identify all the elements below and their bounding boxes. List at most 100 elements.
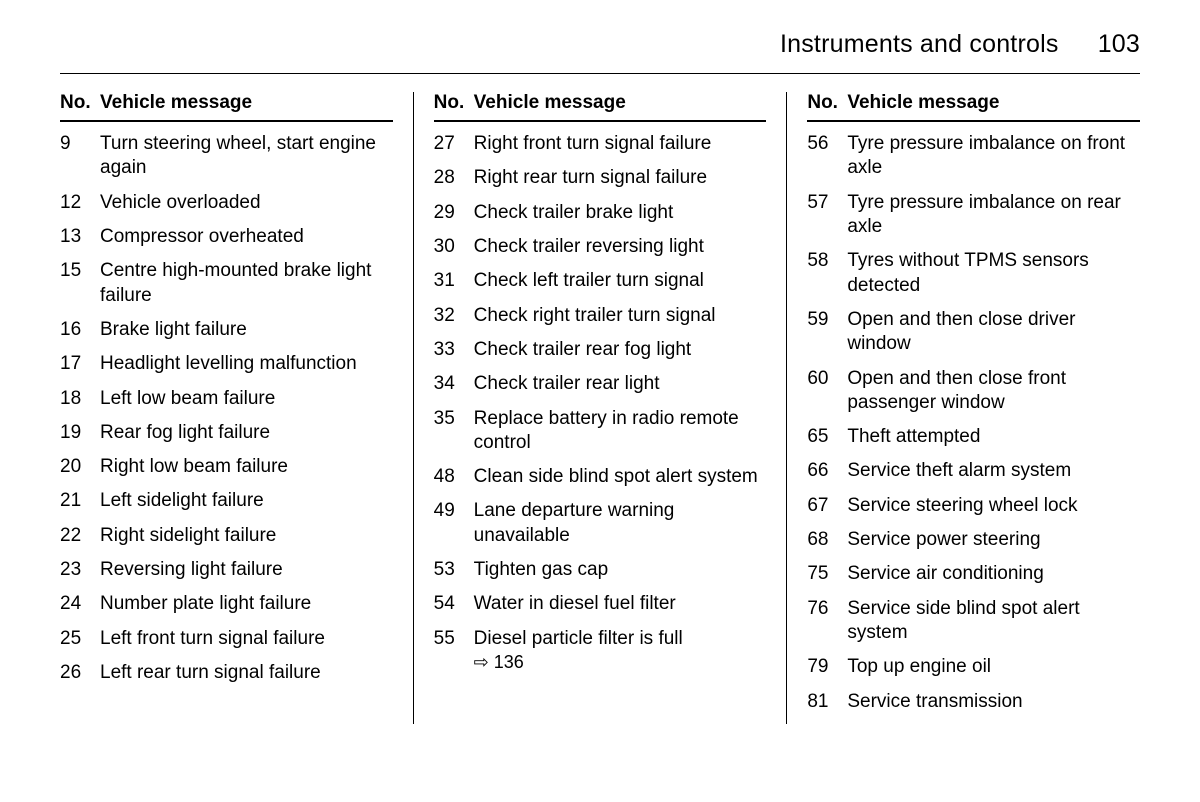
cell-no: 34 — [434, 372, 474, 396]
column-1: No. Vehicle message 9Turn steering wheel… — [60, 92, 413, 724]
table-row: 49Lane departure warning unavailable — [434, 499, 767, 548]
cell-message: Left rear turn signal failure — [100, 661, 393, 685]
cell-message: Headlight levelling malfunction — [100, 352, 393, 376]
table-row: 76Service side blind spot alert system — [807, 597, 1140, 646]
cell-no: 75 — [807, 562, 847, 586]
table-row: 26Left rear turn signal failure — [60, 661, 393, 685]
table-row: 23Reversing light failure — [60, 558, 393, 582]
cell-no: 24 — [60, 592, 100, 616]
cell-no: 57 — [807, 191, 847, 240]
rows-container-3: 56Tyre pressure imbalance on front axle5… — [807, 132, 1140, 714]
cell-no: 31 — [434, 269, 474, 293]
cell-message: Check trailer reversing light — [474, 235, 767, 259]
cell-no: 20 — [60, 455, 100, 479]
cell-no: 55 — [434, 627, 474, 676]
table-row: 54Water in diesel fuel filter — [434, 592, 767, 616]
table-row: 24Number plate light failure — [60, 592, 393, 616]
cell-message: Compressor overheated — [100, 225, 393, 249]
column-3: No. Vehicle message 56Tyre pressure imba… — [787, 92, 1140, 724]
cell-message: Check trailer rear fog light — [474, 338, 767, 362]
table-row: 19Rear fog light failure — [60, 421, 393, 445]
cell-message: Reversing light failure — [100, 558, 393, 582]
cell-message: Turn steering wheel, start engine again — [100, 132, 393, 181]
table-row: 18Left low beam failure — [60, 387, 393, 411]
cell-message: Centre high-mounted brake light failure — [100, 259, 393, 308]
cell-message: Number plate light failure — [100, 592, 393, 616]
table-row: 65Theft attempted — [807, 425, 1140, 449]
cell-message: Check trailer rear light — [474, 372, 767, 396]
cell-no: 27 — [434, 132, 474, 156]
table-header: No. Vehicle message — [434, 92, 767, 122]
table-row: 12Vehicle overloaded — [60, 191, 393, 215]
cell-no: 23 — [60, 558, 100, 582]
table-row: 57Tyre pressure imbalance on rear axle — [807, 191, 1140, 240]
cell-message: Check right trailer turn signal — [474, 304, 767, 328]
table-row: 53Tighten gas cap — [434, 558, 767, 582]
rows-container-2: 27Right front turn signal failure 28Right… — [434, 132, 767, 675]
cell-no: 33 — [434, 338, 474, 362]
table-header: No. Vehicle message — [60, 92, 393, 122]
cell-no: 67 — [807, 494, 847, 518]
cell-message: Left low beam failure — [100, 387, 393, 411]
table-row: 48Clean side blind spot alert system — [434, 465, 767, 489]
cell-no: 26 — [60, 661, 100, 685]
table-header: No. Vehicle message — [807, 92, 1140, 122]
header-no: No. — [60, 92, 100, 114]
cell-no: 25 — [60, 627, 100, 651]
table-row: 35Replace battery in radio remote contro… — [434, 407, 767, 456]
cell-no: 59 — [807, 308, 847, 357]
table-row: 32Check right trailer turn signal — [434, 304, 767, 328]
table-row: 22Right sidelight failure — [60, 524, 393, 548]
table-row: 21Left sidelight failure — [60, 489, 393, 513]
cell-message: Lane departure warning unavailable — [474, 499, 767, 548]
cell-no: 15 — [60, 259, 100, 308]
page-header: Instruments and controls 103 — [60, 30, 1140, 59]
table-row: 15Centre high-mounted brake light failur… — [60, 259, 393, 308]
header-msg: Vehicle message — [474, 92, 767, 114]
cell-no: 68 — [807, 528, 847, 552]
cell-message: Service transmission — [847, 690, 1140, 714]
cell-message: Tyre pressure imbalance on rear axle — [847, 191, 1140, 240]
table-row: 27Right front turn signal failure — [434, 132, 767, 156]
cell-message: Open and then close front passenger wind… — [847, 367, 1140, 416]
cell-message: Theft attempted — [847, 425, 1140, 449]
table-row: 59Open and then close driver window — [807, 308, 1140, 357]
cell-message: Service steering wheel lock — [847, 494, 1140, 518]
column-2: No. Vehicle message 27Right front turn s… — [414, 92, 787, 724]
cell-no: 28 — [434, 166, 474, 190]
table-row: 34Check trailer rear light — [434, 372, 767, 396]
table-row: 31Check left trailer turn signal — [434, 269, 767, 293]
cell-message: Brake light failure — [100, 318, 393, 342]
cell-no: 54 — [434, 592, 474, 616]
cell-message: Open and then close driver window — [847, 308, 1140, 357]
cell-message: Check left trailer turn signal — [474, 269, 767, 293]
table-row: 60Open and then close front passenger wi… — [807, 367, 1140, 416]
table-row: 58Tyres without TPMS sensors detected — [807, 249, 1140, 298]
cell-message: Check trailer brake light — [474, 201, 767, 225]
cell-no: 79 — [807, 655, 847, 679]
cell-message: Replace battery in radio remote control — [474, 407, 767, 456]
cell-no: 21 — [60, 489, 100, 513]
cell-message: Clean side blind spot alert system — [474, 465, 767, 489]
cell-no: 12 — [60, 191, 100, 215]
cell-message: Left front turn signal failure — [100, 627, 393, 651]
cell-no: 18 — [60, 387, 100, 411]
cell-no: 76 — [807, 597, 847, 646]
cell-no: 58 — [807, 249, 847, 298]
cell-no: 35 — [434, 407, 474, 456]
cell-message: Tighten gas cap — [474, 558, 767, 582]
table-row: 9Turn steering wheel, start engine again — [60, 132, 393, 181]
table-row: 79Top up engine oil — [807, 655, 1140, 679]
cell-message: Service air conditioning — [847, 562, 1140, 586]
cell-message: Service theft alarm system — [847, 459, 1140, 483]
cell-no: 16 — [60, 318, 100, 342]
table-row: 67Service steering wheel lock — [807, 494, 1140, 518]
cell-message: Service side blind spot alert system — [847, 597, 1140, 646]
cell-message: Tyres without TPMS sensors detected — [847, 249, 1140, 298]
table-row: 33Check trailer rear fog light — [434, 338, 767, 362]
cell-no: 9 — [60, 132, 100, 181]
header-rule — [60, 73, 1140, 74]
cell-no: 66 — [807, 459, 847, 483]
cell-message: Right rear turn signal failure — [474, 166, 767, 190]
cross-ref: ⇨ 136 — [474, 652, 524, 672]
